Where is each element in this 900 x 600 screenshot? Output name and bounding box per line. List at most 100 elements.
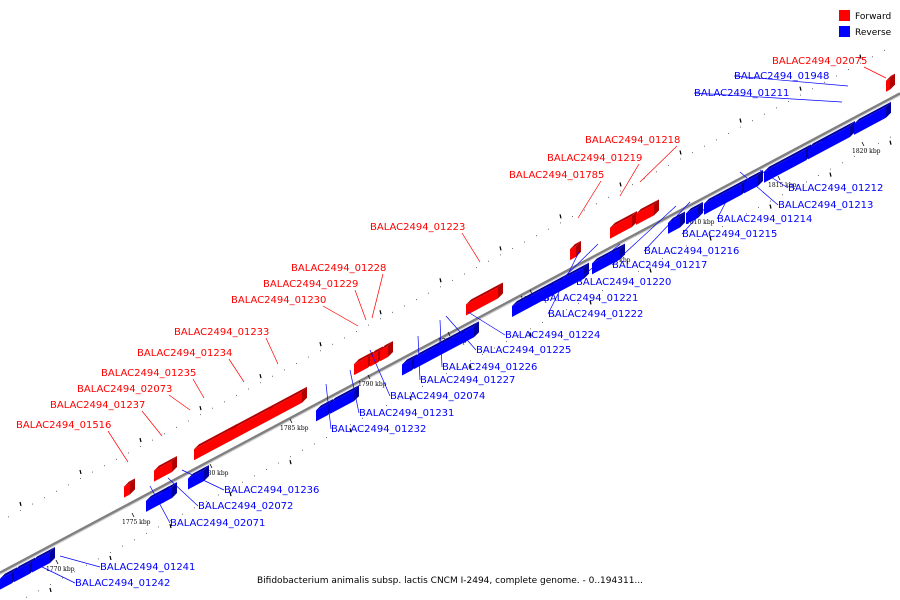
reverse-gene-label[interactable]: BALAC2494_01232: [331, 424, 426, 435]
reverse-gene-label[interactable]: BALAC2494_01212: [788, 183, 883, 194]
reverse-gene-label-group[interactable]: BALAC2494_01241: [59, 555, 195, 573]
forward-gene-label[interactable]: BALAC2494_01228: [291, 263, 386, 274]
reverse-gene-label[interactable]: BALAC2494_01221: [543, 293, 638, 304]
reverse-gene-label[interactable]: BALAC2494_02071: [170, 518, 265, 529]
forward-gene-label-group[interactable]: BALAC2494_01234: [137, 348, 245, 383]
reverse-gene[interactable]: [668, 211, 685, 234]
forward-gene-label-group[interactable]: BALAC2494_01230: [231, 295, 359, 327]
forward-gene-label-group[interactable]: BALAC2494_01235: [101, 368, 205, 399]
reverse-gene-label[interactable]: BALAC2494_01242: [75, 578, 170, 589]
forward-gene[interactable]: [154, 456, 177, 482]
reverse-gene-label[interactable]: BALAC2494_01216: [644, 246, 739, 257]
reverse-gene-label-group[interactable]: BALAC2494_01225: [445, 315, 571, 356]
forward-gene-label-group[interactable]: BALAC2494_01223: [370, 222, 481, 263]
reverse-gene-label[interactable]: BALAC2494_02072: [198, 501, 293, 512]
forward-gene-label-group[interactable]: BALAC2494_01237: [50, 400, 163, 437]
reverse-gene-label[interactable]: BALAC2494_01211: [694, 88, 789, 99]
forward-gene-label-group[interactable]: BALAC2494_01218: [585, 135, 680, 183]
forward-gene-label-group[interactable]: BALAC2494_02075: [772, 56, 887, 79]
reverse-gene-label[interactable]: BALAC2494_01222: [548, 309, 643, 320]
forward-gene[interactable]: [570, 240, 581, 261]
reverse-gene-label-group[interactable]: BALAC2494_01242: [35, 563, 170, 589]
reverse-gene-label[interactable]: BALAC2494_01241: [100, 562, 195, 573]
reverse-gene-label[interactable]: BALAC2494_01227: [420, 375, 515, 386]
reverse-gene-label[interactable]: BALAC2494_01217: [612, 260, 707, 271]
reverse-gene-label[interactable]: BALAC2494_01948: [734, 71, 829, 82]
reverse-gene-label-group[interactable]: BALAC2494_01217: [611, 205, 707, 271]
forward-gene[interactable]: [124, 478, 135, 498]
forward-gene-label-group[interactable]: BALAC2494_02073: [77, 384, 191, 411]
forward-gene-label[interactable]: BALAC2494_01237: [50, 400, 145, 411]
forward-gene-label-group[interactable]: BALAC2494_01228: [291, 263, 386, 319]
reverse-gene-label-group[interactable]: BALAC2494_01231: [349, 369, 454, 419]
reverse-gene-label-group[interactable]: BALAC2494_01222: [547, 249, 643, 320]
forward-gene-label[interactable]: BALAC2494_01235: [101, 368, 196, 379]
forward-gene-label[interactable]: BALAC2494_01229: [263, 279, 358, 290]
reverse-gene-label-group[interactable]: BALAC2494_01221: [542, 243, 638, 304]
forward-gene-label-group[interactable]: BALAC2494_01229: [263, 279, 367, 321]
reverse-gene[interactable]: [32, 546, 55, 573]
reverse-gene-label-group[interactable]: BALAC2494_01211: [693, 88, 843, 103]
reverse-gene[interactable]: [854, 101, 891, 135]
reverse-gene-label-group[interactable]: BALAC2494_02074: [369, 349, 485, 402]
reverse-gene[interactable]: [592, 243, 625, 275]
reverse-gene[interactable]: [548, 262, 589, 298]
reverse-gene-label[interactable]: BALAC2494_01220: [576, 277, 671, 288]
forward-gene[interactable]: [194, 424, 237, 461]
reverse-gene-label-group[interactable]: BALAC2494_01232: [325, 383, 426, 435]
reverse-gene-label[interactable]: BALAC2494_01215: [682, 229, 777, 240]
forward-gene[interactable]: [268, 386, 307, 421]
forward-gene-label[interactable]: BALAC2494_01516: [16, 420, 111, 431]
forward-gene[interactable]: [380, 340, 393, 362]
reverse-gene-label[interactable]: BALAC2494_01225: [476, 345, 571, 356]
reverse-gene-label-group[interactable]: BALAC2494_01226: [439, 319, 537, 373]
reverse-gene-label[interactable]: BALAC2494_01236: [224, 485, 319, 496]
forward-leader-line: [265, 337, 279, 365]
forward-gene-label[interactable]: BALAC2494_02075: [772, 56, 867, 67]
reverse-gene-label-group[interactable]: BALAC2494_02071: [149, 485, 265, 529]
forward-gene-label[interactable]: BALAC2494_01785: [509, 170, 604, 181]
forward-gene-label[interactable]: BALAC2494_01218: [585, 135, 680, 146]
reverse-gene-label[interactable]: BALAC2494_01213: [778, 200, 873, 211]
reverse-gene-label-group[interactable]: BALAC2494_01216: [643, 201, 739, 257]
forward-gene[interactable]: [230, 404, 273, 442]
guide-dot: [218, 494, 219, 496]
forward-gene-label[interactable]: BALAC2494_01233: [174, 327, 269, 338]
forward-gene-label-group[interactable]: BALAC2494_01516: [16, 420, 129, 463]
forward-gene-label-group[interactable]: BALAC2494_01785: [509, 170, 604, 219]
reverse-gene-label[interactable]: BALAC2494_02074: [390, 391, 485, 402]
reverse-gene[interactable]: [460, 321, 479, 345]
reverse-gene-label-group[interactable]: BALAC2494_02072: [167, 477, 293, 512]
reverse-gene-label[interactable]: BALAC2494_01231: [359, 408, 454, 419]
forward-gene-label[interactable]: BALAC2494_01234: [137, 348, 232, 359]
reverse-gene-label-group[interactable]: BALAC2494_01224: [467, 311, 600, 341]
reverse-gene[interactable]: [162, 482, 177, 504]
reverse-gene-label[interactable]: BALAC2494_01226: [442, 362, 537, 373]
guide-dot: [398, 398, 399, 400]
forward-gene[interactable]: [886, 73, 895, 92]
forward-gene[interactable]: [636, 199, 659, 225]
reverse-gene-label-group[interactable]: BALAC2494_01948: [733, 71, 849, 87]
forward-gene-label[interactable]: BALAC2494_01230: [231, 295, 326, 306]
reverse-gene-label-group[interactable]: BALAC2494_01214: [716, 193, 812, 225]
reverse-gene-label[interactable]: BALAC2494_01224: [505, 330, 600, 341]
forward-gene-label[interactable]: BALAC2494_02073: [77, 384, 172, 395]
reverse-gene-label[interactable]: BALAC2494_01214: [717, 214, 812, 225]
reverse-gene[interactable]: [686, 201, 703, 225]
guide-dot: [698, 238, 699, 240]
forward-gene-label-group[interactable]: BALAC2494_01233: [174, 327, 279, 365]
reverse-gene[interactable]: [330, 385, 359, 414]
forward-gene[interactable]: [610, 211, 637, 239]
forward-gene-label[interactable]: BALAC2494_01223: [370, 222, 465, 233]
reverse-gene-label-group[interactable]: BALAC2494_01215: [681, 195, 777, 240]
reverse-gene-label-group[interactable]: BALAC2494_01236: [181, 469, 319, 496]
forward-gene-label-group[interactable]: BALAC2494_01219: [547, 153, 642, 197]
reverse-gene-label-group[interactable]: BALAC2494_01213: [739, 171, 873, 211]
reverse-gene-label-group[interactable]: BALAC2494_01212: [759, 169, 883, 194]
reverse-gene-label-group[interactable]: BALAC2494_01220: [575, 243, 671, 288]
gene-top-face: [466, 282, 503, 305]
forward-gene[interactable]: [466, 282, 503, 316]
reverse-gene[interactable]: [822, 120, 855, 152]
forward-gene-label[interactable]: BALAC2494_01219: [547, 153, 642, 164]
reverse-gene-label-group[interactable]: BALAC2494_01227: [417, 335, 515, 386]
